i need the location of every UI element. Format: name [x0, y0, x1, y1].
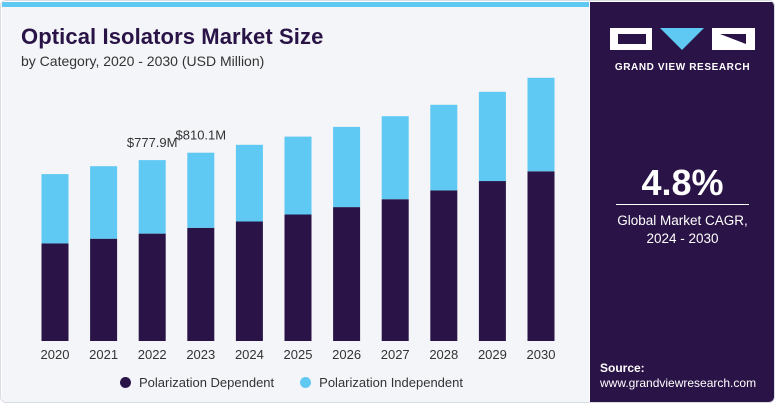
cagr-label-line2: 2024 - 2030 — [646, 231, 719, 246]
source-label: Source: — [600, 361, 645, 375]
bar-2024-polarization-dependent — [235, 221, 263, 341]
bar-2024-polarization-independent — [235, 144, 263, 222]
cagr-divider — [616, 204, 749, 205]
bar-2021-polarization-independent — [90, 166, 118, 239]
data-label-2022: $777.9M — [127, 135, 178, 150]
chart-title: Optical Isolators Market Size — [21, 24, 324, 49]
x-tick-label-2020: 2020 — [41, 347, 70, 362]
bar-2022-polarization-independent — [138, 160, 166, 234]
legend-item-polarization-independent: Polarization Independent — [300, 375, 463, 390]
legend-swatch-independent — [300, 377, 312, 388]
bar-2023-polarization-dependent — [187, 227, 215, 341]
x-tick-label-2028: 2028 — [429, 347, 458, 362]
x-tick-label-2027: 2027 — [381, 347, 410, 362]
bar-2025-polarization-independent — [284, 136, 312, 215]
bar-2022-polarization-dependent — [138, 233, 166, 341]
data-label-2023: $810.1M — [176, 128, 227, 143]
cagr-value: 4.8% — [641, 162, 724, 203]
stacked-bar-chart: 2020 2021 2022 $777.9M 2023 $810.1M 2024 2025 20… — [41, 77, 556, 362]
bar-2030-polarization-dependent — [527, 171, 555, 341]
x-tick-label-2024: 2024 — [235, 347, 264, 362]
bar-2028-polarization-dependent — [430, 190, 458, 341]
bar-2029-polarization-independent — [478, 91, 506, 182]
source-url[interactable]: www.grandviewresearch.com — [600, 376, 757, 390]
legend-label-dependent: Polarization Dependent — [139, 375, 275, 390]
bar-2026-polarization-dependent — [333, 207, 361, 341]
x-tick-label-2026: 2026 — [332, 347, 361, 362]
cagr-label: Global Market CAGR, 2024 - 2030 — [590, 212, 774, 248]
bar-2030-polarization-independent — [527, 77, 555, 172]
x-tick-label-2021: 2021 — [89, 347, 118, 362]
bar-2029-polarization-dependent — [478, 181, 506, 341]
bar-2025-polarization-dependent — [284, 214, 312, 341]
bar-2021-polarization-dependent — [90, 238, 118, 341]
bar-2023-polarization-independent — [187, 152, 215, 228]
grand-view-research-logo — [610, 28, 755, 50]
bar-2028-polarization-independent — [430, 104, 458, 191]
x-tick-label-2023: 2023 — [186, 347, 215, 362]
cagr-label-line1: Global Market CAGR, — [617, 213, 748, 228]
x-tick-label-2030: 2030 — [527, 347, 556, 362]
chart-legend: Polarization Dependent Polarization Inde… — [120, 375, 489, 390]
legend-label-independent: Polarization Independent — [319, 375, 463, 390]
legend-item-polarization-dependent: Polarization Dependent — [120, 375, 274, 390]
bar-2027-polarization-independent — [381, 116, 409, 200]
chart-panel: Optical Isolators Market Size by Categor… — [2, 2, 589, 402]
chart-subtitle: by Category, 2020 - 2030 (USD Million) — [21, 53, 265, 69]
bar-2026-polarization-independent — [333, 126, 361, 208]
top-accent-bar — [2, 2, 589, 7]
bar-2027-polarization-dependent — [381, 199, 409, 341]
bar-2020-polarization-dependent — [41, 243, 69, 341]
legend-swatch-dependent — [120, 377, 131, 388]
sidebar-panel: GRAND VIEW RESEARCH 4.8% Global Market C… — [590, 2, 774, 402]
x-tick-label-2029: 2029 — [478, 347, 507, 362]
bar-2020-polarization-independent — [41, 174, 69, 244]
brand-name: GRAND VIEW RESEARCH — [614, 62, 751, 73]
x-tick-label-2022: 2022 — [138, 347, 167, 362]
x-tick-label-2025: 2025 — [284, 347, 313, 362]
